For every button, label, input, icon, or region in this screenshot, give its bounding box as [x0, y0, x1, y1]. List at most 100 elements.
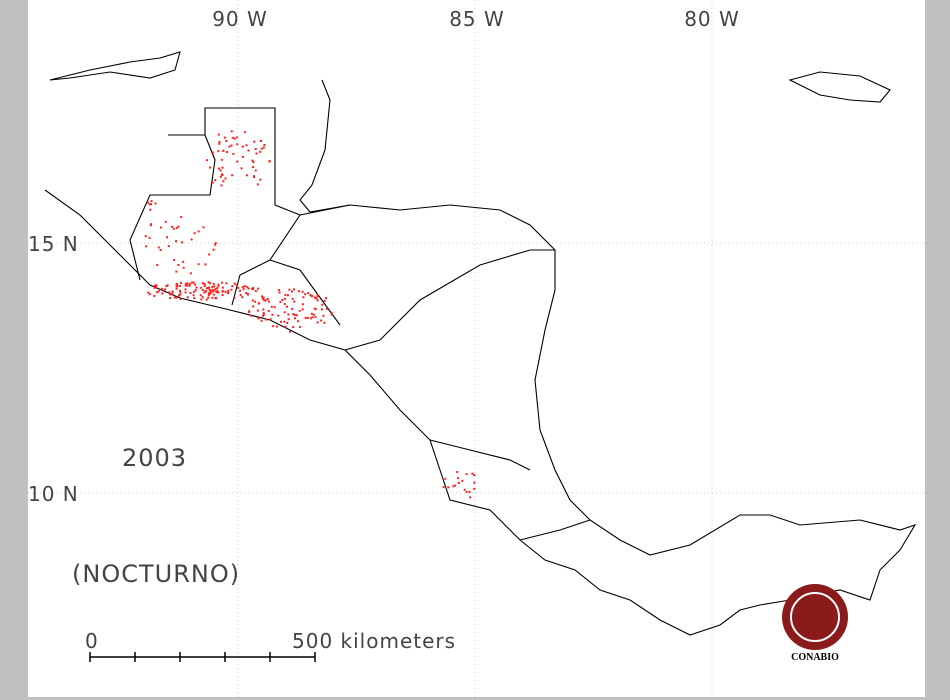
- fire-point: [262, 312, 265, 315]
- fire-point: [292, 326, 295, 329]
- fire-point: [164, 220, 167, 223]
- fire-point: [444, 477, 447, 480]
- fire-point: [473, 487, 476, 490]
- fire-point: [245, 174, 248, 177]
- fire-point: [230, 288, 233, 291]
- fire-point: [220, 158, 223, 161]
- fire-point: [269, 318, 272, 321]
- fire-point: [165, 236, 168, 239]
- fire-point: [189, 272, 192, 275]
- longitude-label: 85 W: [449, 7, 505, 31]
- fire-point: [175, 240, 178, 243]
- fire-point: [242, 145, 245, 148]
- fire-point: [456, 477, 459, 480]
- fire-point: [268, 300, 271, 303]
- fire-point: [188, 283, 191, 286]
- fire-point: [281, 299, 284, 302]
- fire-point: [241, 286, 244, 289]
- fire-point: [304, 293, 307, 296]
- fire-point: [216, 289, 219, 292]
- fire-point: [313, 296, 316, 299]
- fire-point: [209, 289, 212, 292]
- fire-point: [206, 287, 209, 290]
- fire-point: [295, 314, 298, 317]
- fire-point: [246, 293, 249, 296]
- fire-point: [153, 284, 156, 287]
- fire-point: [469, 496, 472, 499]
- fire-point: [182, 260, 185, 263]
- fire-point: [465, 473, 468, 476]
- fire-point: [215, 291, 218, 294]
- fire-point: [298, 309, 301, 312]
- fire-point: [204, 290, 207, 293]
- fire-point: [190, 281, 193, 284]
- fire-point: [214, 287, 217, 290]
- fire-point: [287, 313, 290, 316]
- fire-point: [312, 313, 315, 316]
- fire-point: [452, 485, 455, 488]
- fire-point: [156, 264, 159, 267]
- fire-point: [291, 297, 294, 300]
- fire-point: [221, 174, 224, 177]
- fire-point: [192, 294, 195, 297]
- fire-point: [277, 314, 280, 317]
- fire-point: [257, 302, 260, 305]
- fire-point: [214, 296, 217, 299]
- fire-point: [209, 292, 212, 295]
- fire-point: [219, 169, 222, 172]
- fire-point: [159, 226, 162, 229]
- fire-point: [184, 284, 187, 287]
- fire-point: [252, 166, 255, 169]
- fire-point: [175, 270, 178, 273]
- fire-point: [168, 297, 171, 300]
- fire-point: [178, 294, 181, 297]
- fire-point: [176, 226, 179, 229]
- fire-point: [167, 245, 170, 248]
- fire-point: [202, 226, 205, 229]
- fire-point: [244, 131, 247, 134]
- fire-point: [254, 169, 257, 172]
- fire-point: [216, 286, 219, 289]
- fire-point: [207, 294, 210, 297]
- fire-point: [256, 183, 259, 186]
- fire-point: [217, 283, 220, 286]
- fire-point: [159, 249, 162, 252]
- fire-point: [260, 147, 263, 150]
- fire-point: [148, 236, 151, 239]
- fire-point: [311, 316, 314, 319]
- fire-point: [179, 292, 182, 295]
- fire-point: [301, 308, 304, 311]
- coastline: [44, 79, 917, 636]
- fire-point: [203, 284, 206, 287]
- fire-point: [168, 291, 171, 294]
- fire-point: [252, 286, 255, 289]
- fire-point: [288, 288, 291, 291]
- fire-point: [193, 297, 196, 300]
- island: [49, 51, 181, 81]
- fire-point: [157, 246, 160, 249]
- fire-point: [186, 284, 189, 287]
- fire-point: [247, 287, 250, 290]
- fire-point: [272, 325, 275, 328]
- fire-point: [293, 317, 296, 320]
- fire-point: [146, 201, 149, 204]
- fire-point: [205, 159, 208, 162]
- fire-point: [170, 225, 173, 228]
- fire-point: [292, 288, 295, 291]
- fire-point: [236, 160, 239, 163]
- fire-point: [442, 486, 445, 489]
- fire-point: [203, 291, 206, 294]
- fire-point: [220, 184, 223, 187]
- fire-point: [171, 292, 174, 295]
- fire-point: [240, 167, 243, 170]
- fire-point: [314, 315, 317, 318]
- fire-point: [175, 285, 178, 288]
- fire-point: [209, 166, 212, 169]
- fire-point: [447, 486, 450, 489]
- scale-bar: [89, 652, 316, 662]
- fire-point: [245, 144, 248, 147]
- fire-point: [184, 288, 187, 291]
- fire-point: [277, 289, 280, 292]
- fire-point: [175, 287, 178, 290]
